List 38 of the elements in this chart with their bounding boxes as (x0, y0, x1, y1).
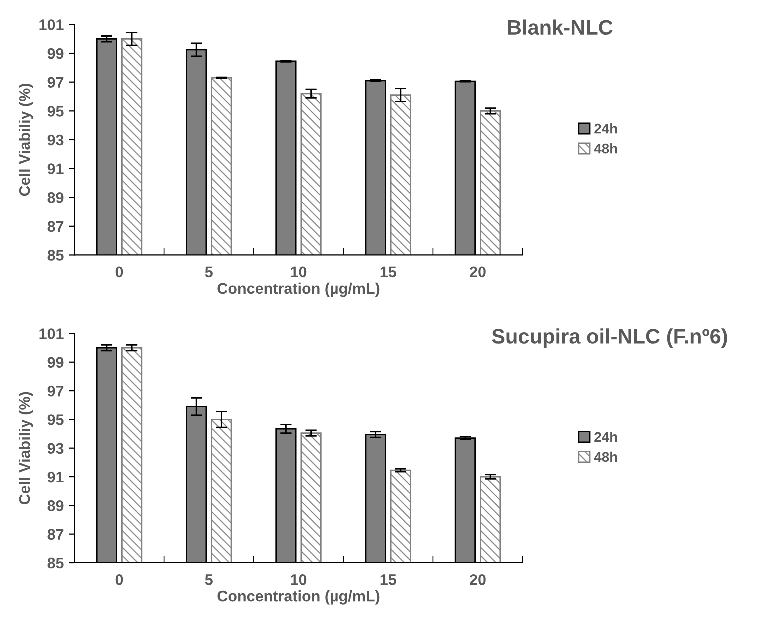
x-axis-title: Concentration (µg/mL) (218, 590, 380, 605)
y-tick-label: 87 (48, 529, 64, 540)
x-axis-title: Concentration (µg/mL) (218, 282, 380, 298)
y-tick-label: 99 (48, 357, 64, 368)
y-axis-title: Cell Viabiliy (%) (18, 84, 34, 196)
x-tick-label: 0 (116, 574, 124, 586)
x-tick-label: 5 (205, 574, 213, 586)
y-tick-label: 97 (48, 386, 64, 397)
x-tick-label: 10 (291, 266, 307, 278)
y-tick-label: 87 (48, 221, 64, 232)
y-tick-label: 89 (48, 500, 64, 512)
legend-label: 48h (594, 144, 618, 154)
y-tick-label: 93 (48, 443, 64, 454)
y-tick-label: 101 (40, 20, 64, 30)
y-tick-label: 85 (48, 558, 64, 569)
y-tick-label: 95 (48, 414, 64, 426)
text: Sucupira oil-NLC (F.nº6) (492, 328, 728, 348)
y-tick-label: 101 (40, 328, 64, 340)
y-tick-label: 89 (48, 192, 64, 204)
y-tick-label: 95 (48, 106, 64, 117)
x-tick-label: 20 (470, 574, 486, 586)
y-tick-label: 99 (48, 48, 64, 60)
x-tick-label: 20 (470, 266, 486, 278)
legend-label: 24h (594, 432, 618, 442)
y-tick-label: 93 (48, 134, 64, 146)
x-tick-label: 15 (380, 574, 396, 586)
x-tick-label: 5 (205, 266, 213, 278)
chart-title: Blank-NLC (508, 20, 613, 36)
y-tick-label: 85 (48, 250, 64, 261)
x-tick-label: 0 (116, 266, 124, 278)
x-tick-label: 10 (291, 574, 307, 586)
x-tick-label: 15 (380, 266, 396, 278)
y-tick-label: 91 (48, 164, 64, 174)
y-tick-label: 97 (48, 77, 64, 88)
legend-label: 24h (594, 124, 618, 134)
legend-label: 48h (594, 452, 618, 462)
y-tick-label: 91 (48, 472, 64, 483)
y-axis-title: Cell Viabiliy (%) (18, 392, 34, 504)
